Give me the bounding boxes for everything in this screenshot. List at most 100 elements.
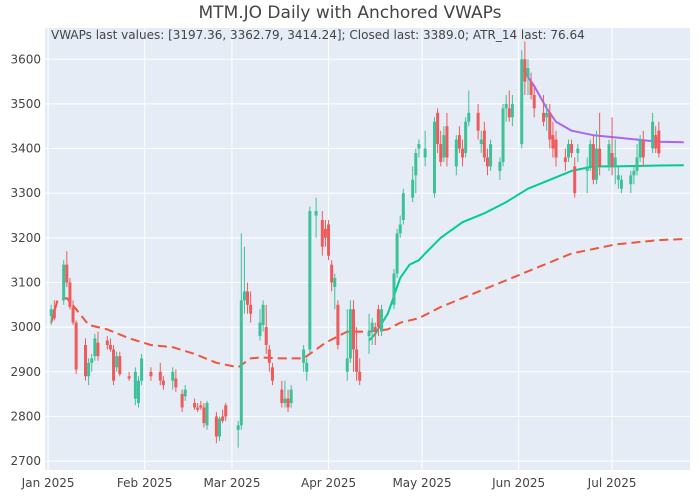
- candle-body: [270, 367, 274, 381]
- candle-body: [52, 309, 56, 319]
- candle: [258, 309, 262, 341]
- candle-body: [445, 126, 449, 158]
- candle-body: [90, 358, 94, 363]
- candle: [351, 300, 355, 372]
- candle: [246, 282, 250, 314]
- candle-body: [49, 309, 53, 316]
- candle-body: [71, 307, 75, 323]
- candle-body: [283, 398, 287, 404]
- candle-body: [376, 309, 380, 328]
- grid-layer: [45, 28, 690, 470]
- candle: [133, 367, 137, 406]
- candle: [217, 416, 221, 441]
- candle: [489, 139, 493, 171]
- candle-body: [196, 407, 200, 410]
- candle-body: [395, 233, 399, 274]
- candle-body: [510, 103, 514, 118]
- candle-body: [523, 59, 527, 82]
- candle-body: [380, 309, 384, 332]
- candle: [236, 420, 240, 448]
- candle: [286, 389, 290, 412]
- candle: [96, 331, 100, 361]
- candle: [454, 135, 458, 176]
- candle-body: [576, 148, 580, 154]
- candle: [270, 362, 274, 386]
- candle-body: [87, 362, 91, 377]
- candle-body: [554, 139, 558, 158]
- y-tick-label: 3200: [10, 231, 41, 245]
- candle-body: [635, 157, 639, 171]
- candle-body: [149, 371, 153, 377]
- candle: [532, 86, 536, 118]
- candle-body: [330, 264, 334, 283]
- candle: [545, 103, 549, 131]
- candle: [174, 369, 178, 392]
- candle: [308, 206, 312, 354]
- candle-body: [305, 362, 309, 372]
- candle: [314, 197, 318, 238]
- candle: [613, 139, 617, 185]
- candle: [93, 333, 97, 361]
- candle-body: [476, 112, 480, 131]
- candle: [607, 139, 611, 171]
- y-tick-label: 3600: [10, 52, 41, 66]
- candle: [401, 188, 405, 225]
- x-tick-label: Apr 2025: [301, 476, 356, 490]
- candle-body: [591, 144, 595, 180]
- candle-body: [545, 112, 549, 118]
- candle-body: [651, 121, 655, 149]
- candle: [68, 278, 72, 310]
- candle-body: [638, 139, 642, 158]
- candle: [71, 300, 75, 325]
- candle: [417, 139, 421, 158]
- candle: [74, 320, 78, 375]
- candle: [411, 166, 415, 203]
- candle-body: [485, 157, 489, 167]
- candle-body: [249, 304, 253, 314]
- x-tick-label: Jan 2025: [21, 476, 75, 490]
- candle-body: [542, 112, 546, 122]
- candle-body: [529, 81, 533, 95]
- candle-body: [93, 338, 97, 357]
- candle-body: [417, 144, 421, 149]
- candle-body: [320, 219, 324, 247]
- candle: [283, 380, 287, 408]
- candle: [161, 376, 165, 390]
- candle: [302, 344, 306, 372]
- candle-body: [501, 108, 505, 162]
- candle-layer: [49, 41, 661, 448]
- candle: [180, 389, 184, 412]
- candle-body: [657, 130, 661, 154]
- candle-body: [65, 264, 69, 283]
- candle: [576, 144, 580, 162]
- candle-body: [629, 175, 633, 185]
- candle-body: [414, 153, 418, 176]
- candle: [442, 126, 446, 162]
- candle-body: [401, 193, 405, 220]
- candle: [392, 269, 396, 310]
- candle: [336, 300, 340, 350]
- candle-body: [205, 403, 209, 426]
- candle: [479, 130, 483, 154]
- candle-body: [267, 349, 271, 363]
- candle-body: [336, 304, 340, 345]
- candle-body: [610, 153, 614, 167]
- candle-body: [504, 103, 508, 109]
- candle: [373, 322, 377, 345]
- candle: [65, 251, 69, 287]
- candle-body: [161, 380, 165, 386]
- candle-body: [239, 300, 243, 426]
- candle-body: [482, 130, 486, 158]
- candle-body: [526, 68, 530, 78]
- candle-body: [264, 327, 268, 345]
- candle: [619, 175, 623, 194]
- candle-body: [507, 108, 511, 118]
- candle-body: [158, 371, 162, 381]
- candle-body: [214, 416, 218, 437]
- candle: [330, 260, 334, 292]
- candle-body: [358, 371, 362, 381]
- candle: [585, 157, 589, 194]
- candle-body: [573, 166, 577, 194]
- candle: [323, 219, 327, 247]
- candle: [507, 90, 511, 122]
